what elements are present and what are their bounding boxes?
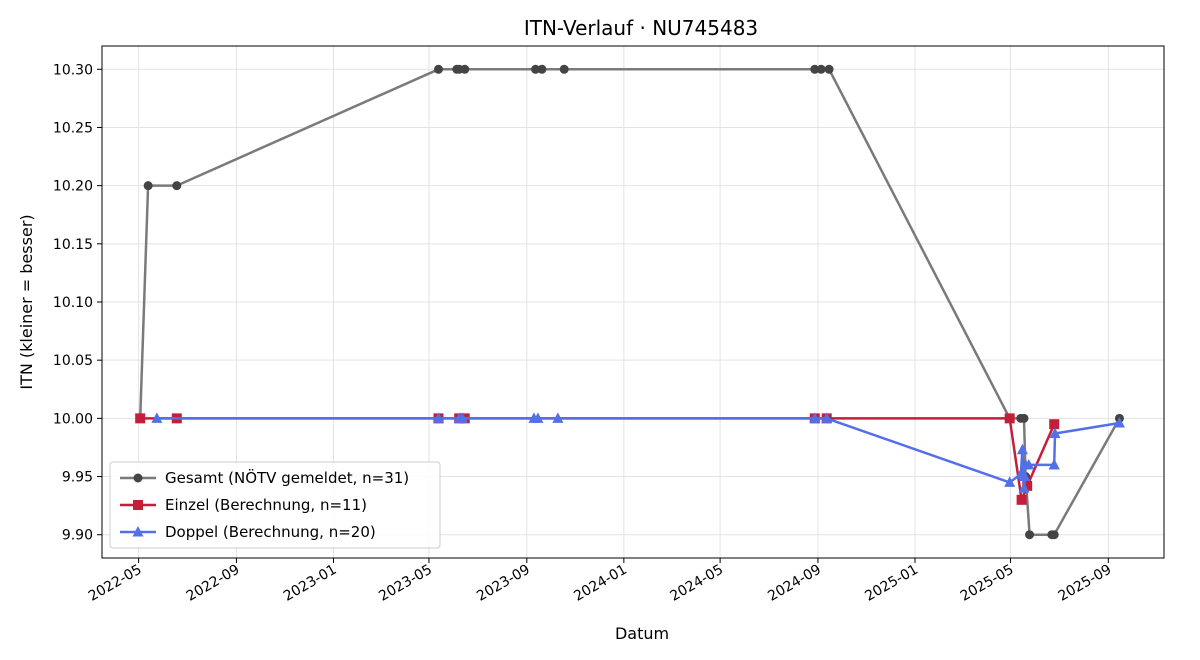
y-tick-label: 10.10 — [53, 295, 93, 311]
data-point — [172, 181, 182, 191]
data-point — [1016, 443, 1028, 455]
data-point — [1016, 494, 1027, 505]
data-point — [531, 64, 541, 74]
legend-marker — [132, 526, 144, 537]
series-gesamt — [135, 64, 1124, 540]
data-point — [537, 64, 547, 74]
legend: Gesamt (NÖTV gemeldet, n=31) Einzel (Bere… — [109, 461, 441, 549]
data-point — [1049, 530, 1059, 540]
data-point — [460, 64, 470, 74]
y-tick-label: 10.05 — [53, 353, 93, 369]
series-layer — [135, 64, 1125, 540]
data-point — [151, 412, 163, 423]
data-point — [433, 64, 443, 74]
data-point — [1048, 458, 1060, 470]
data-point — [135, 413, 146, 424]
data-point — [1025, 530, 1035, 540]
data-point — [1004, 476, 1016, 487]
legend-item: Einzel (Berechnung, n=11) — [120, 496, 367, 514]
data-point — [1004, 413, 1015, 424]
legend-box — [109, 461, 441, 549]
data-point — [1018, 482, 1030, 493]
series-doppel — [151, 412, 1125, 493]
data-point — [1049, 427, 1061, 438]
data-point — [816, 64, 826, 74]
data-point — [821, 412, 833, 423]
data-point — [1113, 417, 1125, 428]
legend-item: Gesamt (NÖTV gemeldet, n=31) — [120, 468, 409, 487]
data-point — [1049, 419, 1060, 430]
legend-label: Gesamt (NÖTV gemeldet, n=31) — [165, 468, 409, 487]
data-point — [1019, 470, 1031, 482]
y-tick-label: 10.20 — [53, 179, 93, 195]
legend-label: Doppel (Berechnung, n=20) — [165, 523, 376, 541]
legend-marker — [133, 473, 143, 483]
data-point — [1023, 458, 1035, 470]
y-axis: 9.90 9.95 10.00 10.05 10.10 10.15 10.20 10.25 10… — [53, 62, 102, 544]
data-point — [1019, 413, 1029, 423]
data-point — [810, 64, 820, 74]
y-tick-label: 9.90 — [62, 528, 93, 544]
data-point — [143, 181, 153, 191]
y-axis-title: ITN (kleiner = besser) — [17, 214, 36, 389]
y-tick-label: 10.00 — [53, 411, 93, 427]
data-point — [809, 412, 821, 423]
data-point — [824, 64, 834, 74]
y-tick-label: 10.30 — [53, 62, 93, 78]
data-point — [456, 412, 468, 423]
data-point — [552, 412, 564, 423]
y-tick-label: 10.25 — [53, 120, 93, 136]
data-point — [1022, 480, 1033, 491]
y-tick-label: 10.15 — [53, 237, 93, 253]
data-point — [559, 64, 569, 74]
x-axis-title: Datum — [615, 624, 669, 643]
data-point — [532, 412, 544, 423]
legend-label: Einzel (Berechnung, n=11) — [165, 496, 367, 514]
data-point — [432, 412, 444, 423]
y-tick-label: 9.95 — [62, 470, 93, 486]
legend-marker — [133, 500, 143, 510]
chart-title: ITN-Verlauf · NU745483 — [524, 16, 758, 40]
legend-item: Doppel (Berechnung, n=20) — [120, 523, 376, 541]
